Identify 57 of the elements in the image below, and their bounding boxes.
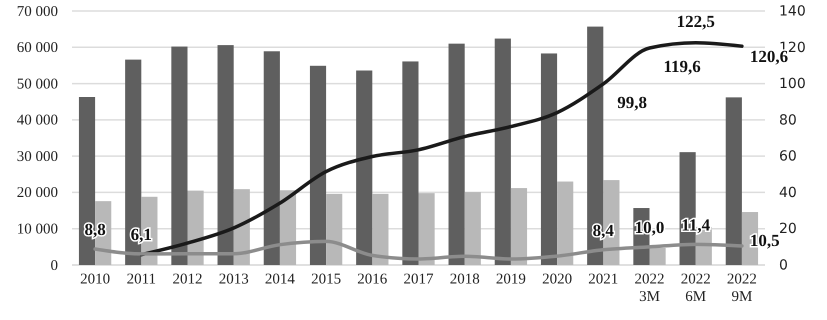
y2-tick-label: 0 xyxy=(779,257,788,274)
x-tick-label: 2015 xyxy=(311,272,342,288)
bar xyxy=(402,61,418,265)
data-label: 99,8 xyxy=(617,92,648,112)
y-tick-label: 30 000 xyxy=(16,148,58,165)
bar xyxy=(218,45,234,265)
bar xyxy=(264,51,280,265)
bar xyxy=(540,53,558,265)
y-tick-label: 50 000 xyxy=(16,76,58,92)
bar xyxy=(234,189,250,265)
bar xyxy=(557,182,574,265)
y-tick-label: 70 000 xyxy=(16,4,58,20)
bar xyxy=(310,66,326,265)
y2-tick-label: 80 xyxy=(779,112,797,128)
data-label: 11,4 xyxy=(681,215,711,234)
bar xyxy=(510,188,528,265)
x-tick-label: 2010 xyxy=(80,272,110,288)
y-tick-label: 0 xyxy=(50,258,58,274)
bar xyxy=(650,248,666,265)
x-tick-label: 2013 xyxy=(218,272,249,288)
y2-tick-label: 140 xyxy=(779,3,806,20)
x-tick-label: 2022 6M xyxy=(680,272,711,305)
y2-tick-label: 40 xyxy=(779,184,797,201)
bar xyxy=(418,193,435,265)
y-tick-label: 40 000 xyxy=(16,112,58,129)
bar xyxy=(171,46,188,265)
data-label: 8,4 xyxy=(592,220,614,240)
y2-tick-label: 20 xyxy=(779,221,797,238)
y2-tick-label: 60 xyxy=(779,148,797,165)
data-label: 10,5 xyxy=(750,230,780,250)
x-tick-label: 2021 xyxy=(588,272,618,288)
y-tick-label: 10 000 xyxy=(16,222,58,238)
x-tick-label: 2011 xyxy=(126,272,156,288)
bar xyxy=(448,44,465,265)
data-label: 6,1 xyxy=(130,224,152,244)
bar xyxy=(494,38,511,265)
y-tick-label: 60 000 xyxy=(16,40,58,56)
data-label: 8,8 xyxy=(84,220,106,240)
bar xyxy=(726,97,742,265)
x-tick-label: 2022 9M xyxy=(726,272,757,305)
x-tick-label: 2017 xyxy=(404,272,434,288)
bar xyxy=(326,194,342,265)
x-tick-label: 2012 xyxy=(172,272,202,288)
x-tick-label: 2020 xyxy=(542,272,572,288)
bar xyxy=(188,190,204,265)
data-label: 119,6 xyxy=(664,57,701,76)
x-tick-label: 2016 xyxy=(357,272,388,288)
x-tick-label: 2014 xyxy=(264,272,296,288)
bar xyxy=(372,194,388,265)
bar xyxy=(356,70,372,265)
x-tick-label: 2019 xyxy=(496,272,526,288)
y-tick-label: 20 000 xyxy=(16,185,58,202)
data-label: 122,5 xyxy=(676,12,715,31)
bar xyxy=(464,192,481,265)
x-tick-label: 2022 3M xyxy=(634,272,664,305)
x-tick-label: 2018 xyxy=(450,272,480,288)
y2-tick-label: 100 xyxy=(779,76,806,92)
